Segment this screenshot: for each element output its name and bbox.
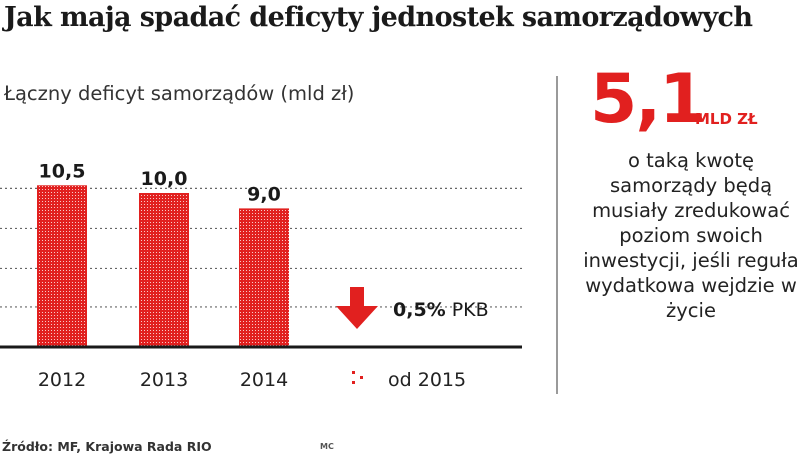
bar-2013 (139, 193, 189, 347)
panel-divider (556, 76, 558, 394)
tick-label-2013: 2013 (140, 369, 188, 391)
bar-2014 (239, 208, 289, 347)
legend-marker-dot-0 (352, 371, 355, 374)
y-axis-label: Łączny deficyt samorządów (mld zł) (4, 82, 355, 105)
down-arrow-icon (336, 287, 378, 329)
bar-chart: 10,5 2012 10,0 2013 9,0 2014 0,5% PKB od 2015 (0, 160, 522, 391)
extra-value-unit: PKB (452, 299, 489, 321)
value-label-2014: 9,0 (247, 183, 281, 205)
callout-description: o taką kwotę samorządy będą musiały zred… (583, 149, 799, 322)
legend-marker-dot-1 (360, 376, 363, 379)
extra-value-label: 0,5% PKB (393, 299, 489, 321)
author-initials: MC (320, 442, 334, 451)
source-note: Źródło: MF, Krajowa Rada RIO (2, 439, 212, 454)
value-label-2013: 10,0 (141, 168, 188, 190)
callout-number: 5,1 (590, 60, 706, 139)
extra-value-percent: 0,5% (393, 299, 446, 321)
bar-2012 (37, 185, 87, 347)
legend-marker-dot-2 (352, 381, 355, 384)
callout-unit: MLD ZŁ (695, 110, 758, 128)
tick-label-od-2015: od 2015 (388, 369, 466, 391)
chart-title: Jak mają spadać deficyty jednostek samor… (4, 2, 753, 33)
tick-label-2014: 2014 (240, 369, 288, 391)
tick-label-2012: 2012 (38, 369, 86, 391)
value-label-2012: 10,5 (39, 160, 86, 182)
